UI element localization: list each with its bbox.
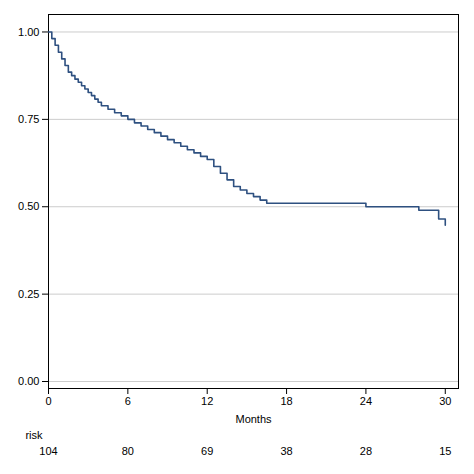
svg-text:18: 18	[280, 395, 292, 407]
svg-text:24: 24	[360, 395, 372, 407]
svg-text:0.00: 0.00	[18, 375, 39, 387]
svg-text:0.25: 0.25	[18, 288, 39, 300]
svg-text:12: 12	[201, 395, 213, 407]
svg-text:104: 104	[39, 445, 57, 457]
svg-text:80: 80	[122, 445, 134, 457]
svg-text:0.50: 0.50	[18, 200, 39, 212]
svg-text:6: 6	[125, 395, 131, 407]
svg-text:0.75: 0.75	[18, 113, 39, 125]
svg-text:15: 15	[439, 445, 451, 457]
svg-text:28: 28	[360, 445, 372, 457]
svg-text:69: 69	[201, 445, 213, 457]
svg-text:1.00: 1.00	[18, 25, 39, 37]
svg-text:risk: risk	[25, 429, 43, 441]
svg-text:Months: Months	[235, 413, 272, 425]
svg-text:30: 30	[439, 395, 451, 407]
svg-text:38: 38	[280, 445, 292, 457]
svg-text:0: 0	[45, 395, 51, 407]
